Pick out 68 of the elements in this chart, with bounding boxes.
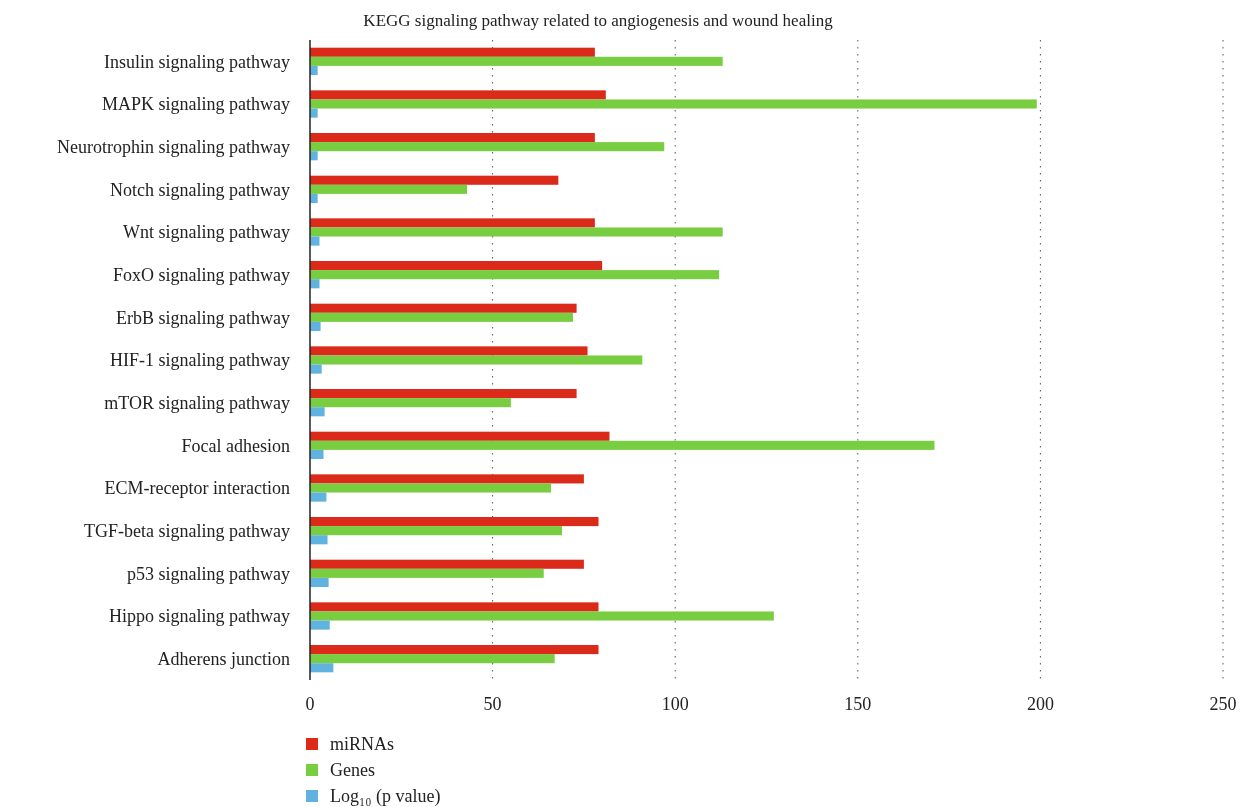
y-tick-label: Adherens junction — [157, 648, 290, 669]
y-tick-label: Notch signaling pathway — [110, 179, 290, 200]
bar — [310, 227, 723, 237]
bar — [310, 184, 468, 194]
y-tick-label: mTOR signaling pathway — [104, 392, 290, 413]
bar — [310, 151, 318, 161]
bar — [310, 517, 599, 527]
bar — [310, 364, 322, 374]
bar — [310, 133, 595, 143]
y-tick-label: MAPK signaling pathway — [102, 94, 290, 115]
bar — [310, 611, 774, 621]
bar — [310, 312, 573, 322]
bar — [310, 620, 330, 630]
bar — [310, 449, 324, 459]
bar — [310, 56, 723, 66]
bar — [310, 440, 935, 450]
bar — [310, 568, 544, 578]
bar — [310, 645, 599, 655]
bar — [310, 474, 584, 484]
bar — [310, 193, 318, 203]
y-tick-label: p53 signaling pathway — [127, 563, 290, 584]
x-tick-label: 100 — [661, 694, 689, 714]
bar — [310, 389, 577, 399]
x-tick-label: 50 — [483, 694, 502, 714]
legend-label: Log₁₀ (p value) — [330, 786, 441, 807]
x-tick-label: 200 — [1026, 694, 1054, 714]
bar — [310, 90, 606, 100]
y-tick-label: ErbB signaling pathway — [116, 307, 290, 328]
bar — [310, 559, 584, 569]
bar — [310, 218, 595, 228]
y-tick-label: Neurotrophin signaling pathway — [57, 136, 290, 157]
y-tick-label: Insulin signaling pathway — [104, 51, 290, 72]
x-tick-label: 250 — [1209, 694, 1237, 714]
bar — [310, 398, 511, 408]
bar — [310, 346, 588, 356]
legend-label: miRNAs — [330, 734, 395, 755]
y-tick-label: Focal adhesion — [181, 435, 290, 456]
y-tick-label: HIF-1 signaling pathway — [110, 350, 290, 371]
y-tick-label: Hippo signaling pathway — [109, 606, 290, 627]
bar — [310, 175, 559, 185]
legend-label: Genes — [330, 760, 375, 781]
bar — [310, 483, 552, 493]
bar — [310, 321, 321, 331]
bar — [310, 654, 555, 664]
bar — [310, 108, 318, 118]
bar — [310, 492, 327, 502]
bar — [310, 407, 325, 417]
bar — [310, 303, 577, 313]
x-tick-label: 150 — [844, 694, 872, 714]
bar — [310, 261, 603, 271]
bar — [310, 47, 595, 57]
bar — [310, 65, 318, 75]
y-tick-label: FoxO signaling pathway — [113, 264, 290, 285]
x-tick-label: 0 — [305, 694, 315, 714]
bar — [310, 535, 328, 545]
bar — [310, 355, 643, 365]
bar — [310, 270, 720, 280]
y-tick-label: ECM-receptor interaction — [104, 478, 290, 499]
bar — [310, 602, 599, 612]
bar — [310, 99, 1037, 109]
y-tick-label: Wnt signaling pathway — [123, 222, 290, 243]
chart-title: KEGG signaling pathway related to angiogenesis and wound healing — [363, 11, 834, 30]
bar — [310, 526, 562, 536]
bar — [310, 431, 610, 441]
bar — [310, 577, 329, 587]
bar — [310, 142, 665, 152]
y-tick-label: TGF-beta signaling pathway — [84, 520, 290, 541]
bar — [310, 663, 334, 673]
